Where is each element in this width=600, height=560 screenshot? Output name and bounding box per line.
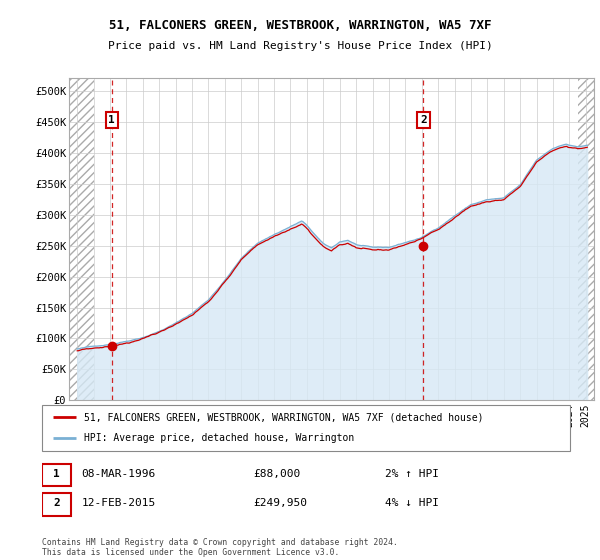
Text: 1: 1	[53, 469, 59, 479]
FancyBboxPatch shape	[42, 464, 71, 487]
Text: Contains HM Land Registry data © Crown copyright and database right 2024.
This d: Contains HM Land Registry data © Crown c…	[42, 538, 398, 557]
Text: 51, FALCONERS GREEN, WESTBROOK, WARRINGTON, WA5 7XF: 51, FALCONERS GREEN, WESTBROOK, WARRINGT…	[109, 18, 491, 32]
FancyBboxPatch shape	[42, 493, 71, 516]
Bar	[578, 78, 594, 400]
Text: 1: 1	[108, 115, 115, 125]
Text: 51, FALCONERS GREEN, WESTBROOK, WARRINGTON, WA5 7XF (detached house): 51, FALCONERS GREEN, WESTBROOK, WARRINGT…	[84, 412, 484, 422]
Text: HPI: Average price, detached house, Warrington: HPI: Average price, detached house, Warr…	[84, 433, 355, 444]
Text: 2: 2	[53, 498, 59, 508]
Text: 2% ↑ HPI: 2% ↑ HPI	[385, 469, 439, 479]
Text: 12-FEB-2015: 12-FEB-2015	[82, 498, 156, 508]
FancyBboxPatch shape	[42, 405, 570, 451]
Text: £88,000: £88,000	[253, 469, 301, 479]
Text: Price paid vs. HM Land Registry's House Price Index (HPI): Price paid vs. HM Land Registry's House …	[107, 41, 493, 51]
Text: 08-MAR-1996: 08-MAR-1996	[82, 469, 156, 479]
Text: 2: 2	[420, 115, 427, 125]
Text: 4% ↓ HPI: 4% ↓ HPI	[385, 498, 439, 508]
Bar	[69, 78, 94, 400]
Text: £249,950: £249,950	[253, 498, 307, 508]
